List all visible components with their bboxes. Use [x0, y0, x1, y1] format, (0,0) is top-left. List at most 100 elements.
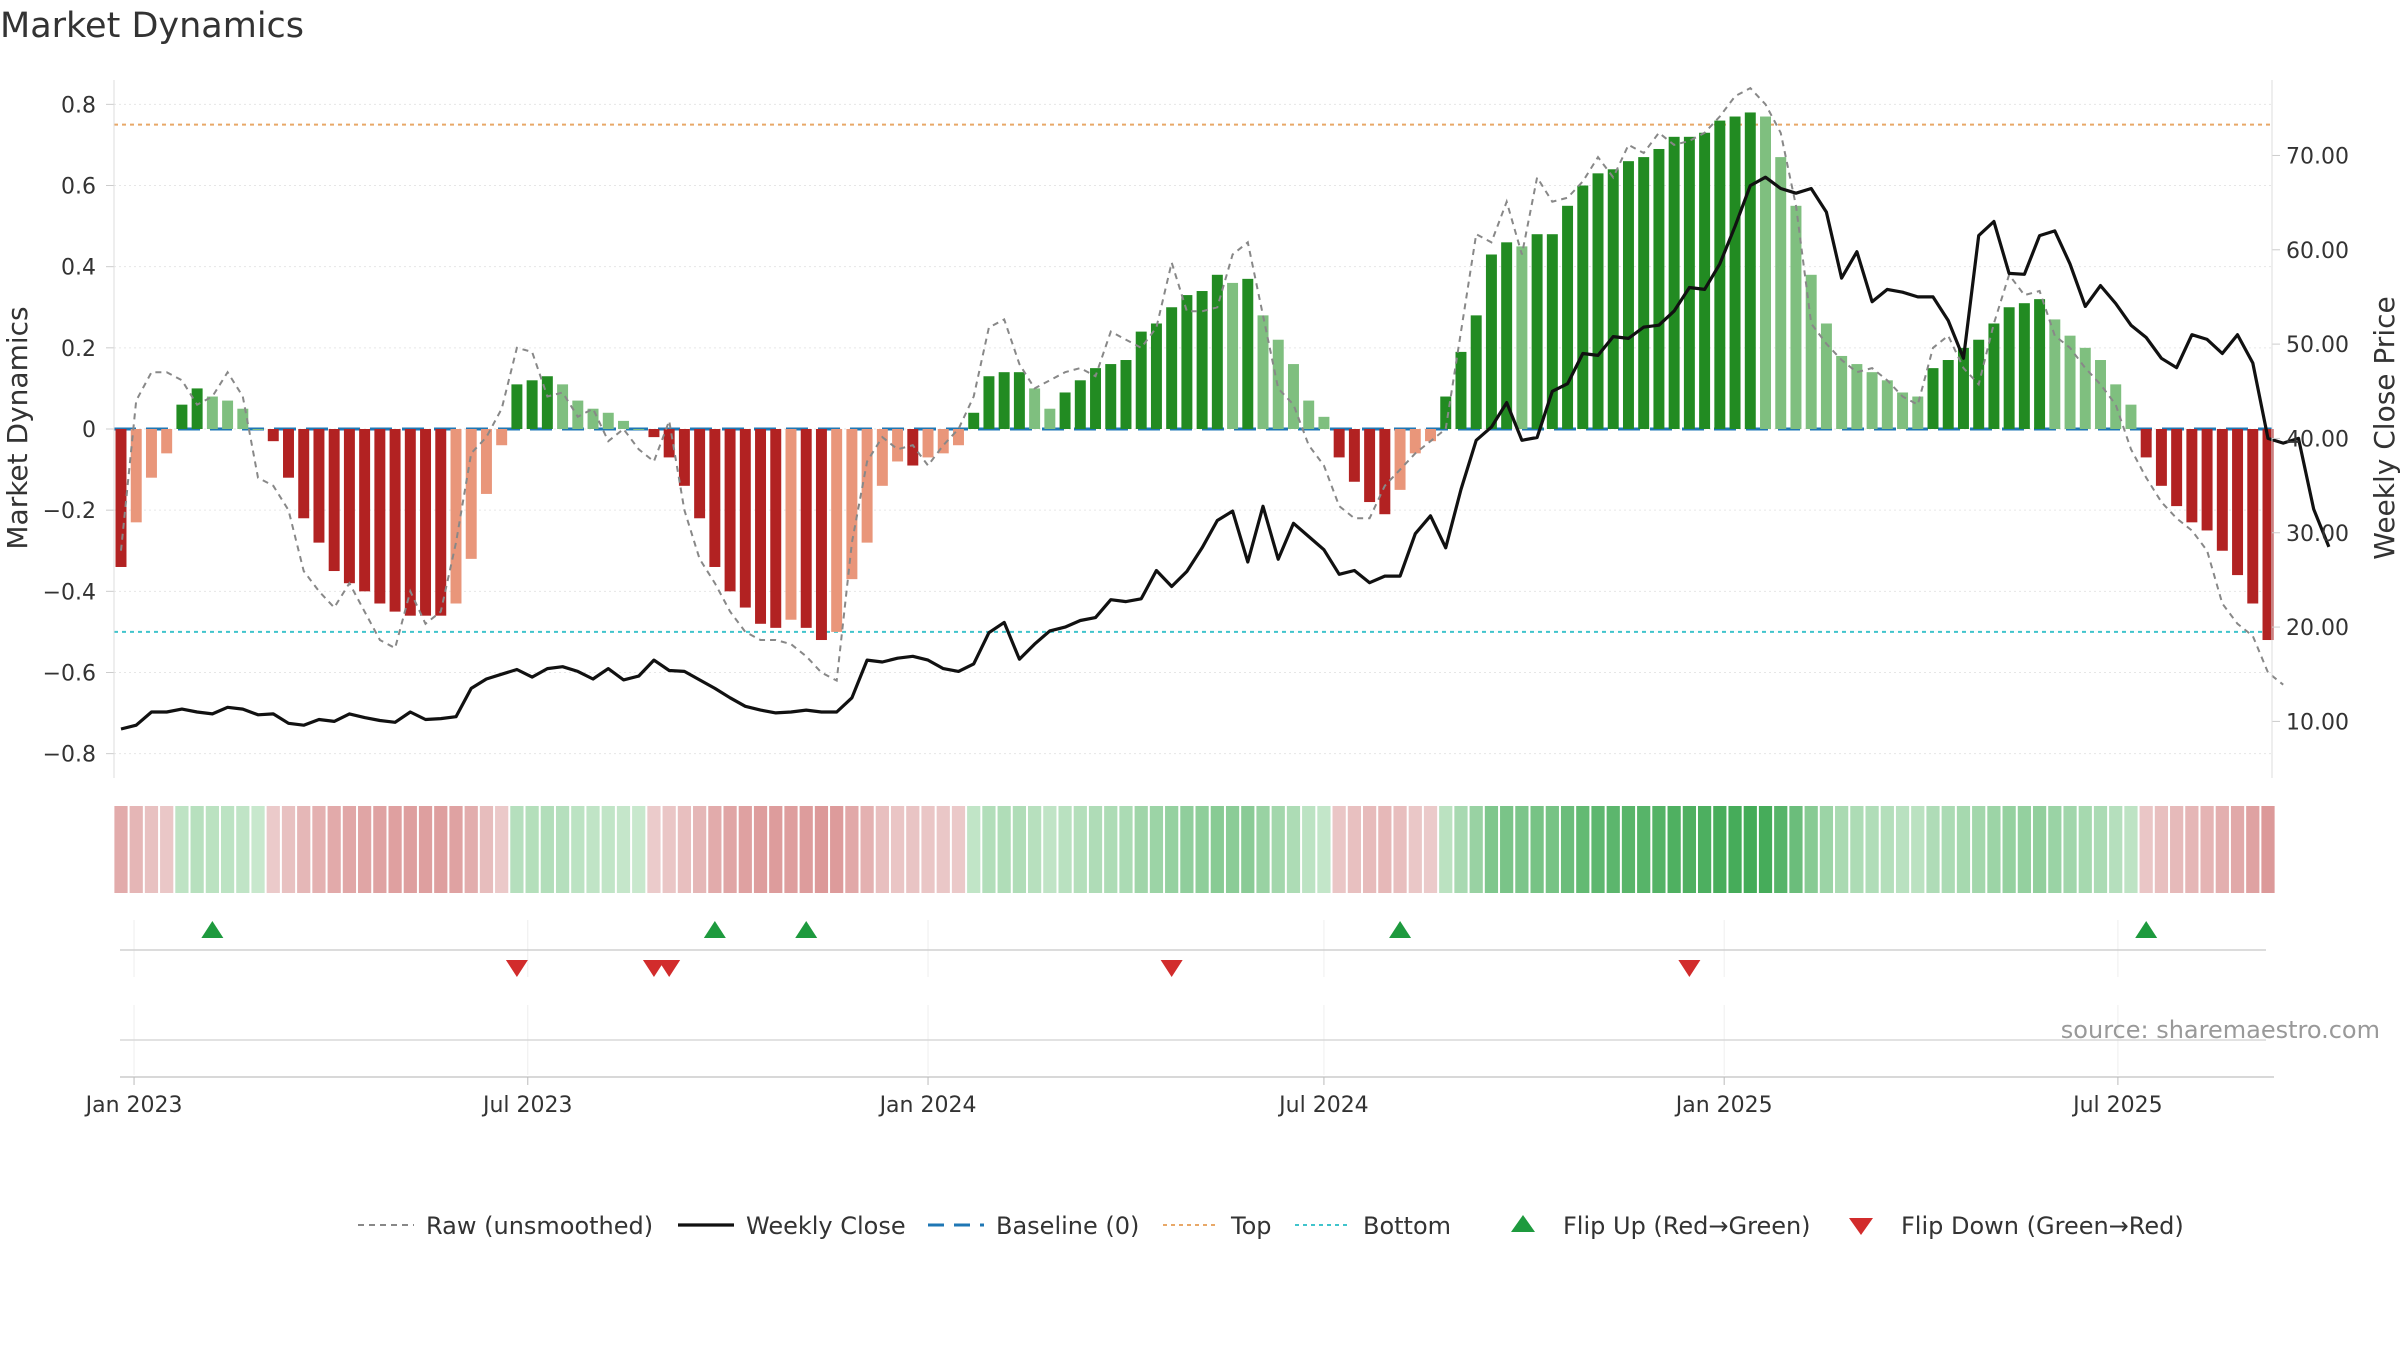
dynamics-bar — [831, 429, 843, 632]
dynamics-bar — [892, 429, 904, 462]
heat-cell — [1621, 806, 1636, 893]
dynamics-bar — [450, 429, 462, 604]
legend-label: Baseline (0) — [996, 1212, 1139, 1240]
dynamics-bar — [298, 429, 310, 519]
heat-cell — [1926, 806, 1940, 893]
heat-cell — [1028, 806, 1042, 893]
heat-cell — [418, 806, 433, 893]
dynamics-bar — [420, 429, 432, 616]
dynamics-bar — [907, 429, 919, 466]
legend-item-down: Flip Down (Green→Red) — [1849, 1212, 2184, 1240]
dynamics-bar — [2247, 429, 2259, 604]
legend-item-baseline: Baseline (0) — [928, 1212, 1139, 1240]
heat-cell — [875, 806, 889, 893]
heat-cell — [1758, 806, 1773, 893]
dynamics-bar — [237, 408, 249, 429]
dynamics-bar — [2064, 335, 2076, 429]
heat-cell — [951, 806, 966, 893]
dynamics-bar — [222, 400, 234, 429]
heat-cell — [1941, 806, 1955, 893]
dynamics-bar — [1090, 368, 1102, 429]
dynamics-bar — [1196, 291, 1208, 429]
flip-markers-panel — [120, 920, 2266, 977]
dynamics-bar — [2232, 429, 2244, 576]
x-tick-label: Jan 2023 — [84, 1093, 183, 1118]
dynamics-bar — [480, 429, 492, 494]
dynamics-bar — [115, 429, 127, 567]
heat-cell — [2261, 806, 2275, 893]
dynamics-bar — [2155, 429, 2167, 486]
y2-tick-label: 40.00 — [2286, 427, 2349, 452]
flip-up-marker — [795, 921, 818, 938]
heat-cell — [1256, 806, 1270, 893]
heat-cell — [1500, 806, 1514, 893]
heat-cell — [1347, 806, 1361, 893]
y-tick-label: 0 — [82, 418, 96, 443]
heat-cell — [967, 806, 981, 893]
dynamics-bar — [876, 429, 888, 486]
dynamics-bar — [1120, 360, 1132, 429]
dynamics-bar — [1013, 372, 1025, 429]
heat-cell — [1728, 806, 1742, 893]
flip-down-marker — [658, 960, 681, 977]
dynamics-bar — [1531, 234, 1543, 429]
heat-cell — [1484, 806, 1499, 893]
dynamics-bar — [755, 429, 767, 624]
dynamics-bar — [1729, 116, 1741, 429]
y-axis-label: Market Dynamics — [1, 306, 34, 549]
heat-cell — [1865, 806, 1879, 893]
dynamics-bar — [2140, 429, 2152, 458]
dynamics-bar — [922, 429, 934, 458]
dynamics-bar — [343, 429, 355, 584]
heat-cell — [434, 806, 448, 893]
heat-cell — [677, 806, 692, 893]
dynamics-bar — [1622, 161, 1634, 430]
heat-cell — [1591, 806, 1605, 893]
dynamics-bar — [663, 429, 675, 458]
heat-cell — [1682, 806, 1696, 893]
heat-cell — [1317, 806, 1331, 893]
dynamics-bar — [800, 429, 812, 628]
heat-cell — [1302, 806, 1316, 893]
dynamics-bar — [1744, 112, 1756, 429]
dynamics-bar — [1242, 278, 1254, 429]
heat-cell — [1088, 806, 1103, 893]
heat-cell — [160, 806, 174, 893]
heat-cell — [1241, 806, 1255, 893]
y2-tick-label: 30.00 — [2286, 522, 2349, 547]
dynamics-bar — [2262, 429, 2274, 641]
heat-cell — [1667, 806, 1681, 893]
heat-cell — [2017, 806, 2031, 893]
dynamics-bar — [1150, 323, 1162, 429]
legend-label: Flip Up (Red→Green) — [1563, 1212, 1811, 1240]
source-note: source: sharemaestro.com — [2061, 1016, 2380, 1044]
heat-cell — [1149, 806, 1164, 893]
dynamics-bar — [1820, 323, 1832, 429]
heat-cell — [647, 806, 661, 893]
legend-label: Raw (unsmoothed) — [426, 1212, 653, 1240]
heat-cell — [2002, 806, 2016, 893]
dynamics-bar — [1577, 185, 1589, 429]
raw-unsmoothed-line — [120, 86, 2284, 686]
heat-cell — [129, 806, 143, 893]
dynamics-bar — [1942, 360, 1954, 429]
dynamics-bar — [252, 429, 264, 430]
y2-tick-label: 20.00 — [2286, 616, 2349, 641]
dynamics-bar — [1653, 148, 1665, 429]
dynamics-bar — [1714, 120, 1726, 430]
heat-cell — [997, 806, 1011, 893]
dynamics-bar — [1927, 368, 1939, 429]
heat-cell — [449, 806, 463, 893]
heat-cell — [1697, 806, 1712, 893]
legend-item-up: Flip Up (Red→Green) — [1511, 1212, 1811, 1240]
dynamics-bar — [2003, 307, 2015, 429]
dynamics-bar — [618, 420, 629, 429]
heat-cell — [175, 806, 189, 893]
legend-item-bottom: Bottom — [1295, 1212, 1451, 1240]
y2-axis-label: Weekly Close Price — [2368, 296, 2400, 559]
dynamics-bar — [1394, 429, 1406, 490]
dynamics-bar — [1607, 169, 1619, 430]
heat-cell — [860, 806, 874, 893]
heat-cell — [1210, 806, 1224, 893]
x-tick-label: Jul 2023 — [481, 1093, 573, 1118]
